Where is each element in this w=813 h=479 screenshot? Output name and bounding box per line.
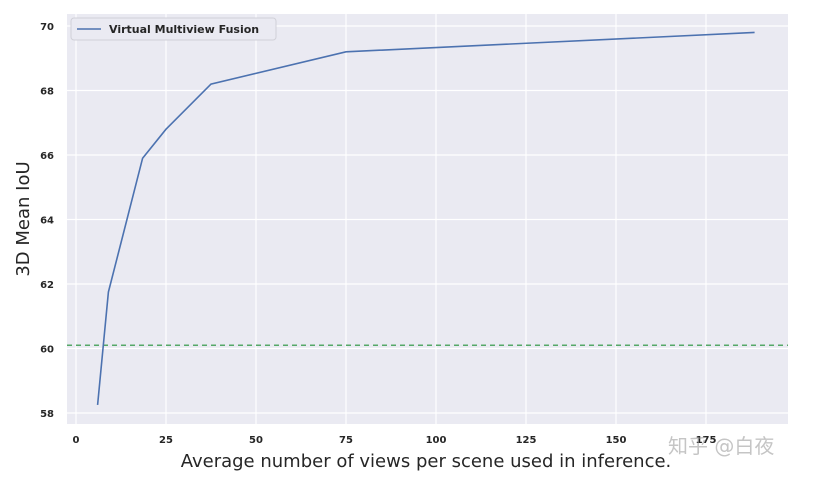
y-tick-label: 66 bbox=[40, 151, 54, 162]
x-tick-label: 125 bbox=[516, 435, 537, 446]
x-tick-label: 150 bbox=[606, 435, 627, 446]
gridlines bbox=[67, 14, 788, 424]
y-tick-label: 62 bbox=[40, 280, 54, 291]
legend: Virtual Multiview Fusion bbox=[70, 17, 277, 41]
x-tick-label: 75 bbox=[339, 435, 353, 446]
x-tick-label: 25 bbox=[159, 435, 173, 446]
x-tick-label: 50 bbox=[249, 435, 263, 446]
y-tick-label: 58 bbox=[40, 409, 54, 420]
y-axis-label: 3D Mean IoU bbox=[13, 161, 34, 276]
y-axis-ticks: 58 60 62 64 66 68 70 bbox=[40, 22, 54, 420]
y-tick-label: 68 bbox=[40, 87, 54, 98]
y-tick-label: 70 bbox=[40, 22, 54, 33]
series-line-virtual-multiview-fusion bbox=[96, 31, 755, 406]
watermark: 知乎 @白夜 bbox=[668, 434, 775, 458]
x-tick-label: 175 bbox=[696, 435, 717, 446]
y-tick-label: 64 bbox=[40, 216, 54, 227]
x-tick-label: 0 bbox=[73, 435, 80, 446]
y-tick-label: 60 bbox=[40, 345, 54, 356]
x-axis-ticks: 0 25 50 75 100 125 150 175 bbox=[73, 435, 717, 446]
legend-label: Virtual Multiview Fusion bbox=[109, 23, 259, 36]
x-axis-label: Average number of views per scene used i… bbox=[181, 451, 672, 472]
x-tick-label: 100 bbox=[426, 435, 447, 446]
